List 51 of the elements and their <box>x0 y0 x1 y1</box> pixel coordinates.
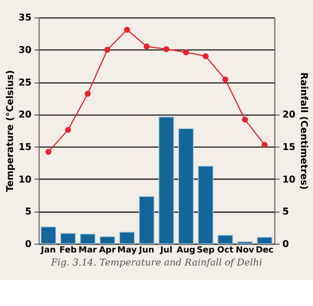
x-tick-label: Jul <box>159 244 172 255</box>
y-tick-label: 15 <box>18 142 32 154</box>
x-tick-label: Nov <box>236 244 255 255</box>
y-tick-label: 30 <box>18 45 32 56</box>
x-tick-label: Oct <box>217 244 234 255</box>
bar <box>40 226 56 244</box>
y-tick-label: 20 <box>18 110 32 121</box>
point <box>242 116 248 123</box>
bar <box>198 166 214 244</box>
y2-tick-label: 20 <box>282 110 296 121</box>
point <box>262 142 268 148</box>
x-tick-label: Apr <box>98 244 117 255</box>
bar <box>80 234 96 244</box>
x-tick-label: Jan <box>40 244 56 255</box>
point <box>183 49 189 56</box>
bar <box>119 232 135 244</box>
x-tick-label: Dec <box>256 244 274 255</box>
y2-tick-label: 10 <box>282 174 296 186</box>
x-tick-label: Feb <box>59 244 77 255</box>
bar <box>178 128 194 244</box>
point <box>222 76 228 82</box>
point <box>124 26 130 33</box>
x-tick-label: Aug <box>176 244 196 255</box>
x-tick-label: Sep <box>196 244 215 255</box>
x-tick-label: Jun <box>138 244 154 255</box>
y-tick-label: 0 <box>25 239 32 250</box>
caption: Fig. 3.14. Temperature and Rainfall of Delhi <box>50 257 262 268</box>
y-axis-title: Temperature (°Celsius) <box>4 70 16 192</box>
bar <box>218 234 234 244</box>
bar <box>60 232 76 244</box>
y-tick-label: 5 <box>25 206 32 218</box>
bar <box>100 236 116 244</box>
point <box>104 46 110 53</box>
y2-tick-label: 15 <box>282 142 296 154</box>
point <box>163 46 170 52</box>
y2-tick-label: 0 <box>282 239 290 250</box>
bar <box>158 116 174 244</box>
point <box>202 53 209 60</box>
bar <box>256 236 272 244</box>
y-tick-label: 10 <box>18 174 32 186</box>
x-tick-label: Mar <box>78 244 98 255</box>
y2-axis-title: Rainfall (Centimetres) <box>298 72 310 190</box>
y-tick-label: 35 <box>18 12 32 24</box>
point <box>65 126 72 133</box>
point <box>45 148 52 155</box>
y-tick-label: 25 <box>18 77 32 88</box>
point <box>84 90 91 97</box>
bar <box>138 196 154 244</box>
point <box>144 44 150 50</box>
y2-tick-label: 5 <box>282 206 289 218</box>
x-tick-label: May <box>117 244 138 255</box>
